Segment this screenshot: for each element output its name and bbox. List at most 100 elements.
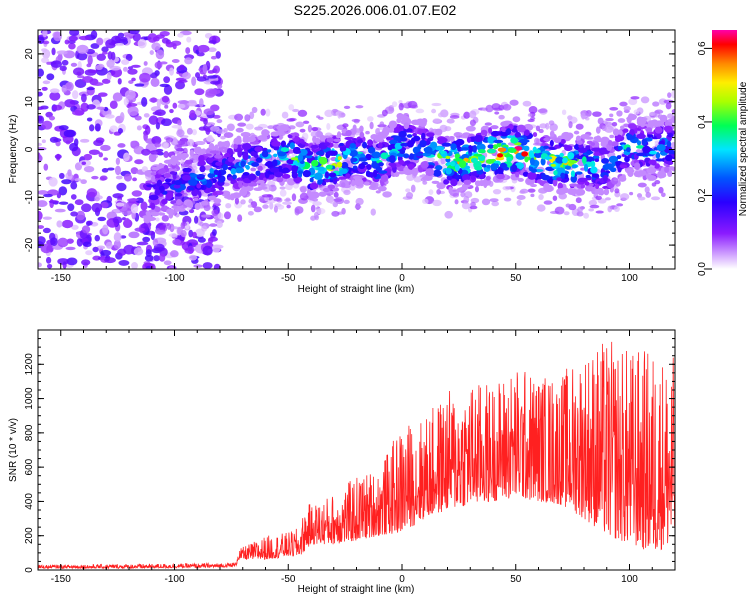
heatmap-cell <box>203 118 208 126</box>
heatmap-cell <box>213 198 222 204</box>
heatmap-cell <box>575 188 586 196</box>
heatmap-cell <box>325 164 333 170</box>
heatmap-cell <box>177 103 186 109</box>
heatmap-cell <box>269 167 280 173</box>
heatmap-cell <box>149 150 162 155</box>
heatmap-cell <box>629 128 635 136</box>
heatmap-cell <box>199 98 204 108</box>
heatmap-cell <box>615 138 621 143</box>
heatmap-cell <box>372 169 378 178</box>
heatmap-cell <box>431 180 440 184</box>
heatmap-cell <box>193 264 203 268</box>
heatmap-cell <box>113 232 122 242</box>
heatmap-cell <box>517 177 524 182</box>
heatmap-cell <box>573 130 580 135</box>
heatmap-cell <box>324 142 331 147</box>
heatmap-cell <box>69 30 80 37</box>
heatmap-cell <box>78 35 91 41</box>
y-tick-label: 0 <box>24 567 35 573</box>
heatmap-cell <box>485 104 494 113</box>
heatmap-cell <box>54 208 66 213</box>
heatmap-cell <box>654 109 664 114</box>
heatmap-cell <box>614 188 620 194</box>
heatmap-cell <box>545 122 550 130</box>
heatmap-cell <box>494 111 500 115</box>
heatmap-cell <box>454 132 461 137</box>
heatmap-cell <box>502 185 511 191</box>
heatmap-cell <box>165 137 174 143</box>
heatmap-cell <box>443 179 450 185</box>
heatmap-cell <box>530 168 538 173</box>
heatmap-cell <box>512 116 521 123</box>
heatmap-cell <box>242 152 249 161</box>
heatmap-cell <box>474 165 483 171</box>
heatmap-cell <box>178 79 188 83</box>
heatmap-cell <box>590 166 598 174</box>
heatmap-cell <box>186 127 193 135</box>
heatmap-cell <box>61 59 69 66</box>
heatmap-cell <box>106 72 112 81</box>
heatmap-cell <box>577 177 588 183</box>
heatmap-cell <box>149 72 158 79</box>
heatmap-cell <box>367 146 376 154</box>
heatmap-cell <box>261 150 269 158</box>
heatmap-cell <box>214 154 223 159</box>
heatmap-cell <box>358 163 366 170</box>
heatmap-cell <box>617 145 623 151</box>
heatmap-cell <box>250 167 257 172</box>
heatmap-cell <box>375 166 383 172</box>
heatmap-cell <box>107 51 113 60</box>
heatmap-cell <box>486 164 491 169</box>
heatmap-cell <box>107 167 115 171</box>
heatmap-cell <box>645 191 652 198</box>
heatmap-cell <box>424 147 431 152</box>
heatmap-cell <box>49 88 60 94</box>
heatmap-cell <box>43 163 49 171</box>
heatmap-cell <box>70 194 77 200</box>
heatmap-cell <box>415 108 425 114</box>
heatmap-cell <box>189 173 199 178</box>
heatmap-cell <box>38 200 48 207</box>
heatmap-cell <box>595 210 604 214</box>
heatmap-cell <box>463 179 472 185</box>
heatmap-cell <box>211 244 221 253</box>
heatmap-cell <box>234 197 240 205</box>
heatmap-cell <box>257 186 268 190</box>
heatmap-cell <box>413 176 423 183</box>
heatmap-cell <box>225 202 232 209</box>
heatmap-cell <box>445 155 451 160</box>
heatmap-cell <box>202 63 208 74</box>
heatmap-cell <box>145 265 152 269</box>
heatmap-cell <box>656 133 662 140</box>
heatmap-cell <box>519 139 530 143</box>
heatmap-cell <box>211 209 219 216</box>
heatmap-cell <box>69 142 79 152</box>
heatmap-cell <box>664 120 673 127</box>
heatmap-cell <box>667 133 674 138</box>
heatmap-cell <box>611 162 616 167</box>
heatmap-cell <box>99 175 108 181</box>
heatmap-cell <box>105 241 113 249</box>
heatmap-cell <box>350 157 358 163</box>
heatmap-cell <box>87 69 98 74</box>
heatmap-cell <box>128 231 140 239</box>
heatmap-cell <box>470 174 476 181</box>
heatmap-cell <box>624 155 630 163</box>
heatmap-cell <box>552 195 558 201</box>
heatmap-cell <box>490 130 501 137</box>
heatmap-cell <box>83 153 93 161</box>
heatmap-cell <box>378 131 384 138</box>
heatmap-cell <box>49 91 61 101</box>
heatmap-cell <box>66 238 74 244</box>
heatmap-cell <box>273 205 278 213</box>
heatmap-cell <box>370 181 377 189</box>
colorbar-tick-label: 0.6 <box>697 41 708 55</box>
heatmap-cell <box>324 171 329 179</box>
heatmap-cell <box>180 221 186 230</box>
heatmap-cell <box>123 173 132 182</box>
heatmap-cell <box>260 182 266 187</box>
heatmap-cell <box>340 168 348 174</box>
heatmap-cell <box>575 197 582 204</box>
heatmap-cell <box>381 109 388 117</box>
heatmap-cell <box>76 75 85 79</box>
